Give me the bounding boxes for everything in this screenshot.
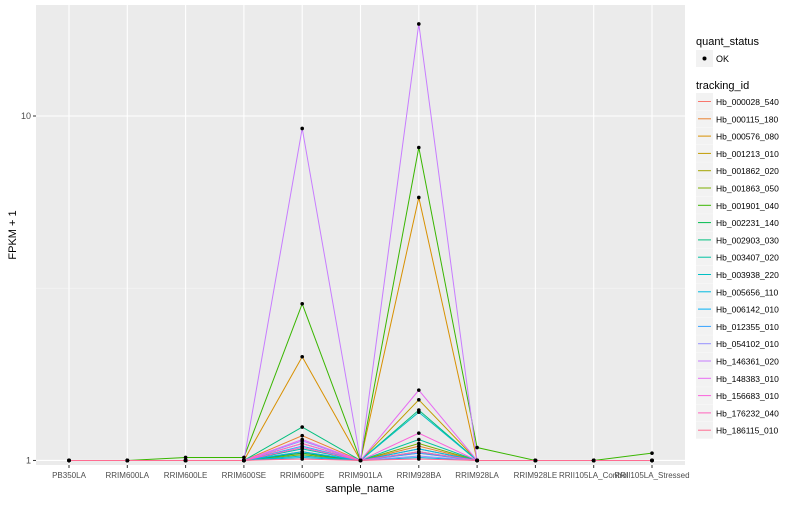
data-point	[358, 458, 363, 463]
x-axis-label: sample_name	[325, 483, 394, 495]
grid-major	[36, 5, 685, 465]
data-point	[417, 22, 421, 26]
data-point	[417, 441, 421, 446]
data-point	[300, 445, 305, 450]
legend-label: Hb_005656_110	[716, 287, 779, 297]
x-tick-label: RRIM901LA	[339, 471, 383, 480]
legend-shape-entry: OK	[696, 50, 729, 67]
x-tick-label: RRIM600LE	[164, 471, 208, 480]
data-point	[183, 455, 188, 460]
legend-label: Hb_003407_020	[716, 253, 779, 263]
data-point	[417, 397, 421, 402]
data-point	[417, 454, 421, 458]
legend-shape-title: quant_status	[696, 36, 759, 48]
legend-label: Hb_146361_020	[716, 357, 779, 367]
legend-label: Hb_002231_140	[716, 218, 779, 228]
y-tick-label: 1	[26, 455, 31, 465]
data-point	[417, 447, 421, 451]
data-point	[300, 425, 305, 429]
data-point	[417, 431, 421, 435]
x-axis: PB350LA RRIM600LA RRIM600LE RRIM600SE RRIM60…	[52, 465, 690, 480]
legend-label: Hb_156683_010	[716, 391, 779, 401]
data-point	[300, 301, 305, 306]
legend-color-items: Hb_000028_540 Hb_000115_180 Hb_000576_080 H…	[696, 93, 779, 439]
data-point	[300, 126, 305, 131]
data-point	[650, 458, 654, 463]
legend-label: Hb_012355_010	[716, 322, 779, 332]
data-point	[650, 451, 654, 455]
data-point	[417, 457, 421, 461]
x-tick-label: RRII105LA_Stressed	[614, 471, 689, 480]
legend-shape-label: OK	[716, 54, 729, 64]
y-tick-label: 10	[21, 111, 31, 121]
legend-label: Hb_001901_040	[716, 201, 779, 211]
data-point	[300, 457, 305, 461]
data-point	[417, 145, 421, 150]
data-point	[475, 445, 479, 450]
x-tick-label: RRIM928LE	[514, 471, 558, 480]
legend-label: Hb_001863_050	[716, 184, 779, 194]
data-point	[300, 354, 305, 359]
legend-label: Hb_006142_010	[716, 305, 779, 315]
legend-label: Hb_054102_010	[716, 339, 779, 349]
legend-label: Hb_186115_010	[716, 426, 779, 436]
y-axis-label: FPKM + 1	[7, 210, 19, 259]
x-tick-label: RRIM600PE	[280, 471, 324, 480]
data-point	[417, 388, 421, 392]
data-point	[533, 458, 538, 463]
legend-label: Hb_001862_020	[716, 166, 779, 176]
data-point	[125, 458, 130, 463]
legend-label: Hb_176232_040	[716, 408, 779, 418]
x-tick-label: RRII105LA_Control	[559, 471, 629, 480]
x-tick-label: RRIM600LA	[106, 471, 150, 480]
x-tick-label: RRIM600SE	[222, 471, 266, 480]
data-point	[417, 410, 421, 415]
legend-shape-point	[702, 56, 707, 61]
data-point	[591, 458, 596, 463]
data-point	[300, 437, 305, 442]
y-axis: 1 10	[21, 111, 36, 465]
legend-label: Hb_000115_180	[716, 114, 779, 124]
series-points	[67, 22, 654, 463]
data-point	[417, 437, 421, 442]
x-tick-label: PB350LA	[52, 471, 86, 480]
legend-label: Hb_148383_010	[716, 374, 779, 384]
data-point	[300, 441, 305, 446]
data-point	[242, 455, 246, 460]
data-point	[417, 444, 421, 448]
data-point	[67, 458, 71, 463]
x-tick-label: RRIM928BA	[397, 471, 442, 480]
legend-label: Hb_000028_540	[716, 97, 779, 107]
data-point	[300, 433, 305, 438]
legend-label: Hb_001213_010	[716, 149, 779, 159]
data-point	[300, 449, 305, 454]
data-point	[475, 458, 479, 463]
data-point	[242, 458, 246, 463]
legend-label: Hb_003938_220	[716, 270, 779, 280]
data-point	[417, 195, 421, 200]
data-point	[417, 449, 421, 454]
data-point	[183, 458, 188, 463]
legend-label: Hb_000576_080	[716, 132, 779, 142]
legend-label: Hb_002903_030	[716, 235, 779, 245]
legend: quant_status OK tracking_id Hb_000028_54…	[696, 36, 779, 439]
x-tick-label: RRIM928LA	[455, 471, 499, 480]
legend-color-title: tracking_id	[696, 80, 749, 92]
